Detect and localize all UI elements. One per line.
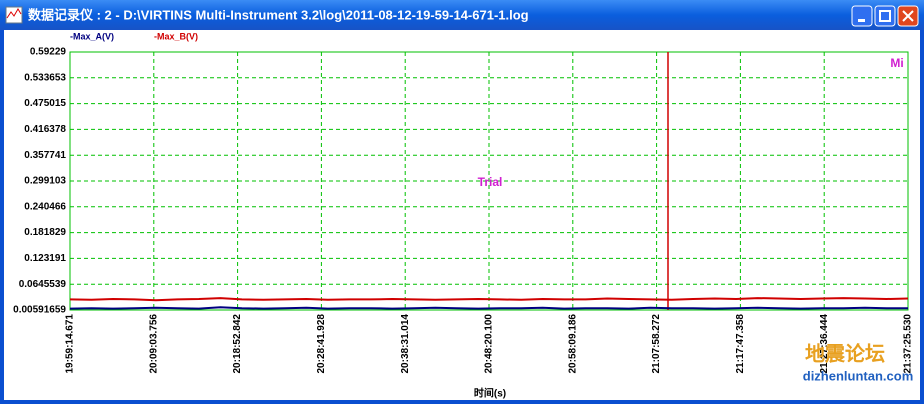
minimize-glyph: [858, 19, 865, 22]
y-tick-label: 0.0645539: [19, 279, 67, 290]
app-icon-glyph: [6, 8, 22, 19]
x-tick-label: 20:48:20.100: [484, 314, 495, 374]
y-tick-label: 0.181829: [24, 227, 66, 238]
window-title: 数据记录仪 : 2 - D:\VIRTINS Multi-Instrument …: [28, 7, 529, 22]
x-tick-label: 21:07:58.272: [651, 314, 662, 374]
title-bar: [0, 0, 924, 30]
y-tick-label: 0.00591659: [13, 305, 66, 316]
x-tick-label: 21:37:25.530: [903, 314, 914, 374]
x-tick-label: 19:59:14.671: [65, 314, 76, 374]
series-line: [69, 306, 908, 310]
annotation: Mi: [890, 56, 903, 70]
minimize-button[interactable]: [851, 5, 873, 27]
x-tick-label: 21:17:47.358: [735, 314, 746, 374]
x-tick-label: 20:09:03.756: [148, 314, 159, 374]
y-tick-label: 0.416378: [24, 124, 66, 135]
maximize-glyph: [879, 10, 891, 22]
x-tick-label: 21:27:36.444: [819, 314, 830, 374]
watermark-title: 地震论坛: [805, 341, 885, 365]
x-tick-label: 20:38:31.014: [400, 314, 411, 374]
series-line: [69, 297, 909, 302]
y-tick-label: 0.123191: [24, 253, 66, 264]
x-tick-label: 20:58:09.186: [567, 314, 578, 374]
close-glyph: [902, 10, 914, 22]
y-tick-label: 0.299103: [24, 176, 66, 187]
plot: 0.59229 0.533653 0.475015 0.416378 0.357741 0…: [13, 47, 913, 374]
legend-entry: -Max_A(V): [70, 31, 114, 41]
y-tick-label: 0.59229: [30, 47, 67, 58]
y-tick-label: 0.533653: [24, 72, 66, 83]
y-tick-label: 0.240466: [24, 201, 66, 212]
y-tick-label: 0.357741: [24, 150, 66, 161]
x-axis-label: 时间(s): [474, 387, 506, 400]
watermark-url: dizhenluntan.com: [803, 368, 914, 383]
annotation: Trial: [478, 175, 503, 189]
y-tick-label: 0.475015: [24, 98, 66, 109]
x-tick-label: 20:18:52.842: [232, 314, 243, 374]
x-tick-label: 20:28:41.928: [316, 314, 327, 374]
maximize-button[interactable]: [874, 5, 896, 27]
legend-entry: -Max_B(V): [154, 31, 198, 41]
